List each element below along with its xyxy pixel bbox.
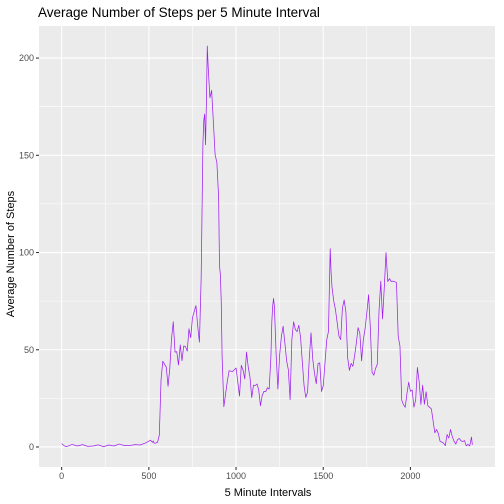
- y-tick-label: 0: [29, 442, 34, 452]
- y-tick-label: 150: [19, 150, 34, 160]
- x-tick-label: 2000: [400, 471, 420, 481]
- chart-title: Average Number of Steps per 5 Minute Int…: [38, 5, 320, 20]
- major-gridlines: [39, 26, 495, 467]
- minor-gridlines: [39, 26, 495, 467]
- y-tick-label: 50: [24, 345, 34, 355]
- y-axis-title: Average Number of Steps: [5, 190, 17, 317]
- x-axis-ticks: 0 500 1000 1500 2000: [59, 467, 420, 481]
- series-line: [61, 45, 473, 448]
- y-tick-label: 200: [19, 53, 34, 63]
- x-tick-label: 1500: [313, 471, 333, 481]
- x-axis-title: 5 Minute Intervals: [225, 487, 312, 499]
- x-tick-label: 1000: [226, 471, 246, 481]
- plot-background: [39, 26, 495, 467]
- y-axis-ticks: 0 50 100 150 200: [19, 53, 39, 452]
- x-tick-label: 0: [59, 471, 64, 481]
- y-tick-label: 100: [19, 248, 34, 258]
- x-tick-label: 500: [141, 471, 156, 481]
